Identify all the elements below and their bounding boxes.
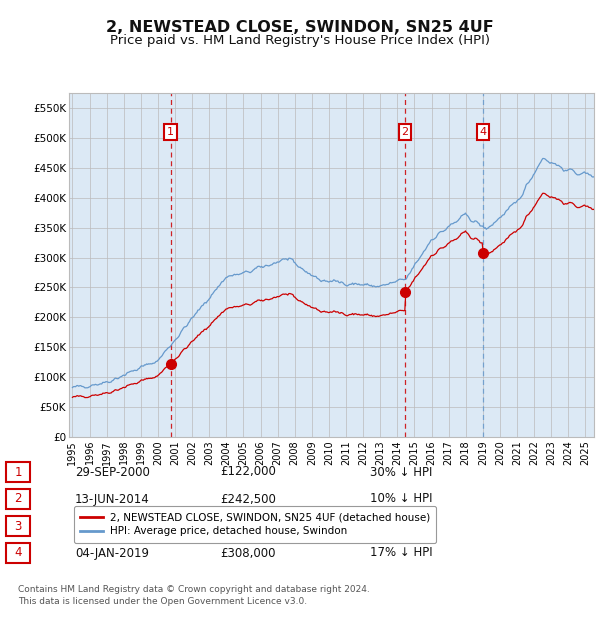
FancyBboxPatch shape: [6, 543, 30, 563]
Text: 2: 2: [14, 492, 22, 505]
Text: Price paid vs. HM Land Registry's House Price Index (HPI): Price paid vs. HM Land Registry's House …: [110, 34, 490, 47]
FancyBboxPatch shape: [6, 516, 30, 536]
Text: 17% ↓ HPI: 17% ↓ HPI: [370, 546, 433, 559]
Text: 2, NEWSTEAD CLOSE, SWINDON, SN25 4UF: 2, NEWSTEAD CLOSE, SWINDON, SN25 4UF: [106, 20, 494, 35]
FancyBboxPatch shape: [6, 489, 30, 509]
Text: 2: 2: [401, 127, 409, 137]
Text: 20-DEC-2018: 20-DEC-2018: [75, 520, 153, 533]
FancyBboxPatch shape: [6, 462, 30, 482]
Text: 13-JUN-2014: 13-JUN-2014: [75, 492, 150, 505]
Text: 10% ↓ HPI: 10% ↓ HPI: [370, 492, 433, 505]
Text: 1: 1: [167, 127, 174, 137]
Text: 29-SEP-2000: 29-SEP-2000: [75, 466, 150, 479]
Text: £122,000: £122,000: [220, 466, 276, 479]
Text: 1: 1: [14, 466, 22, 479]
Legend: 2, NEWSTEAD CLOSE, SWINDON, SN25 4UF (detached house), HPI: Average price, detac: 2, NEWSTEAD CLOSE, SWINDON, SN25 4UF (de…: [74, 506, 436, 542]
Text: 30% ↓ HPI: 30% ↓ HPI: [370, 466, 433, 479]
Text: 4: 4: [14, 546, 22, 559]
Text: 3: 3: [14, 520, 22, 533]
Text: 17% ↓ HPI: 17% ↓ HPI: [370, 520, 433, 533]
Text: 04-JAN-2019: 04-JAN-2019: [75, 546, 149, 559]
Text: £242,500: £242,500: [220, 492, 276, 505]
Text: £308,000: £308,000: [220, 520, 275, 533]
Text: £308,000: £308,000: [220, 546, 275, 559]
Text: Contains HM Land Registry data © Crown copyright and database right 2024.
This d: Contains HM Land Registry data © Crown c…: [18, 585, 370, 606]
Text: 4: 4: [479, 127, 487, 137]
